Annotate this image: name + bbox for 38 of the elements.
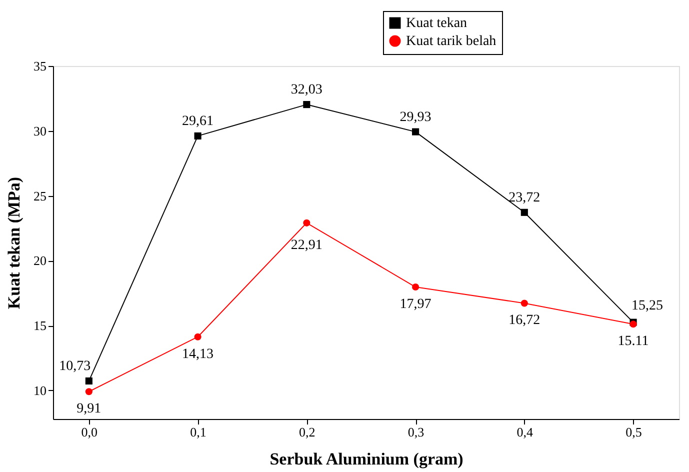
data-label: 23,72 — [508, 190, 540, 206]
y-tick-label: 20 — [34, 253, 46, 268]
data-label: 16,72 — [508, 313, 540, 328]
x-tick-label: 0,2 — [299, 424, 316, 440]
point — [412, 128, 420, 136]
legend-label: Kuat tekan — [406, 16, 468, 31]
point — [85, 388, 92, 396]
data-label: 10,73 — [59, 358, 91, 374]
x-tick-label: 0,5 — [626, 424, 642, 440]
x-axis-title: Serbuk Aluminium (gram) — [270, 450, 464, 468]
data-label: 15,25 — [632, 298, 664, 314]
x-tick-label: 0,0 — [81, 424, 98, 440]
y-tick-label: 35 — [34, 58, 46, 74]
data-label: 17,97 — [400, 297, 432, 312]
y-tick-label: 15 — [34, 318, 46, 334]
data-label: 29,93 — [400, 110, 432, 125]
x-tick-label: 0,4 — [516, 424, 534, 440]
legend-label: Kuat tarik belah — [406, 34, 496, 49]
point — [85, 377, 92, 385]
data-label: 15.11 — [618, 334, 649, 350]
data-label: 14,13 — [182, 346, 214, 362]
point — [303, 101, 310, 108]
point — [303, 219, 310, 226]
point — [520, 208, 528, 216]
x-tick-label: 0,1 — [190, 424, 206, 440]
data-label: 22,91 — [290, 238, 322, 253]
y-tick-label: 25 — [34, 188, 46, 204]
data-label: 9,91 — [76, 402, 102, 417]
y-tick-label: 10 — [34, 382, 46, 398]
y-tick-label: 30 — [34, 123, 46, 138]
point — [194, 333, 202, 340]
x-tick-label: 0,3 — [408, 424, 424, 440]
y-axis-title: Kuat tekan (MPa) — [4, 176, 24, 310]
point — [412, 283, 420, 291]
point — [194, 132, 202, 140]
data-label: 29,61 — [182, 114, 214, 129]
data-label: 32,03 — [290, 82, 322, 98]
point — [520, 300, 528, 307]
